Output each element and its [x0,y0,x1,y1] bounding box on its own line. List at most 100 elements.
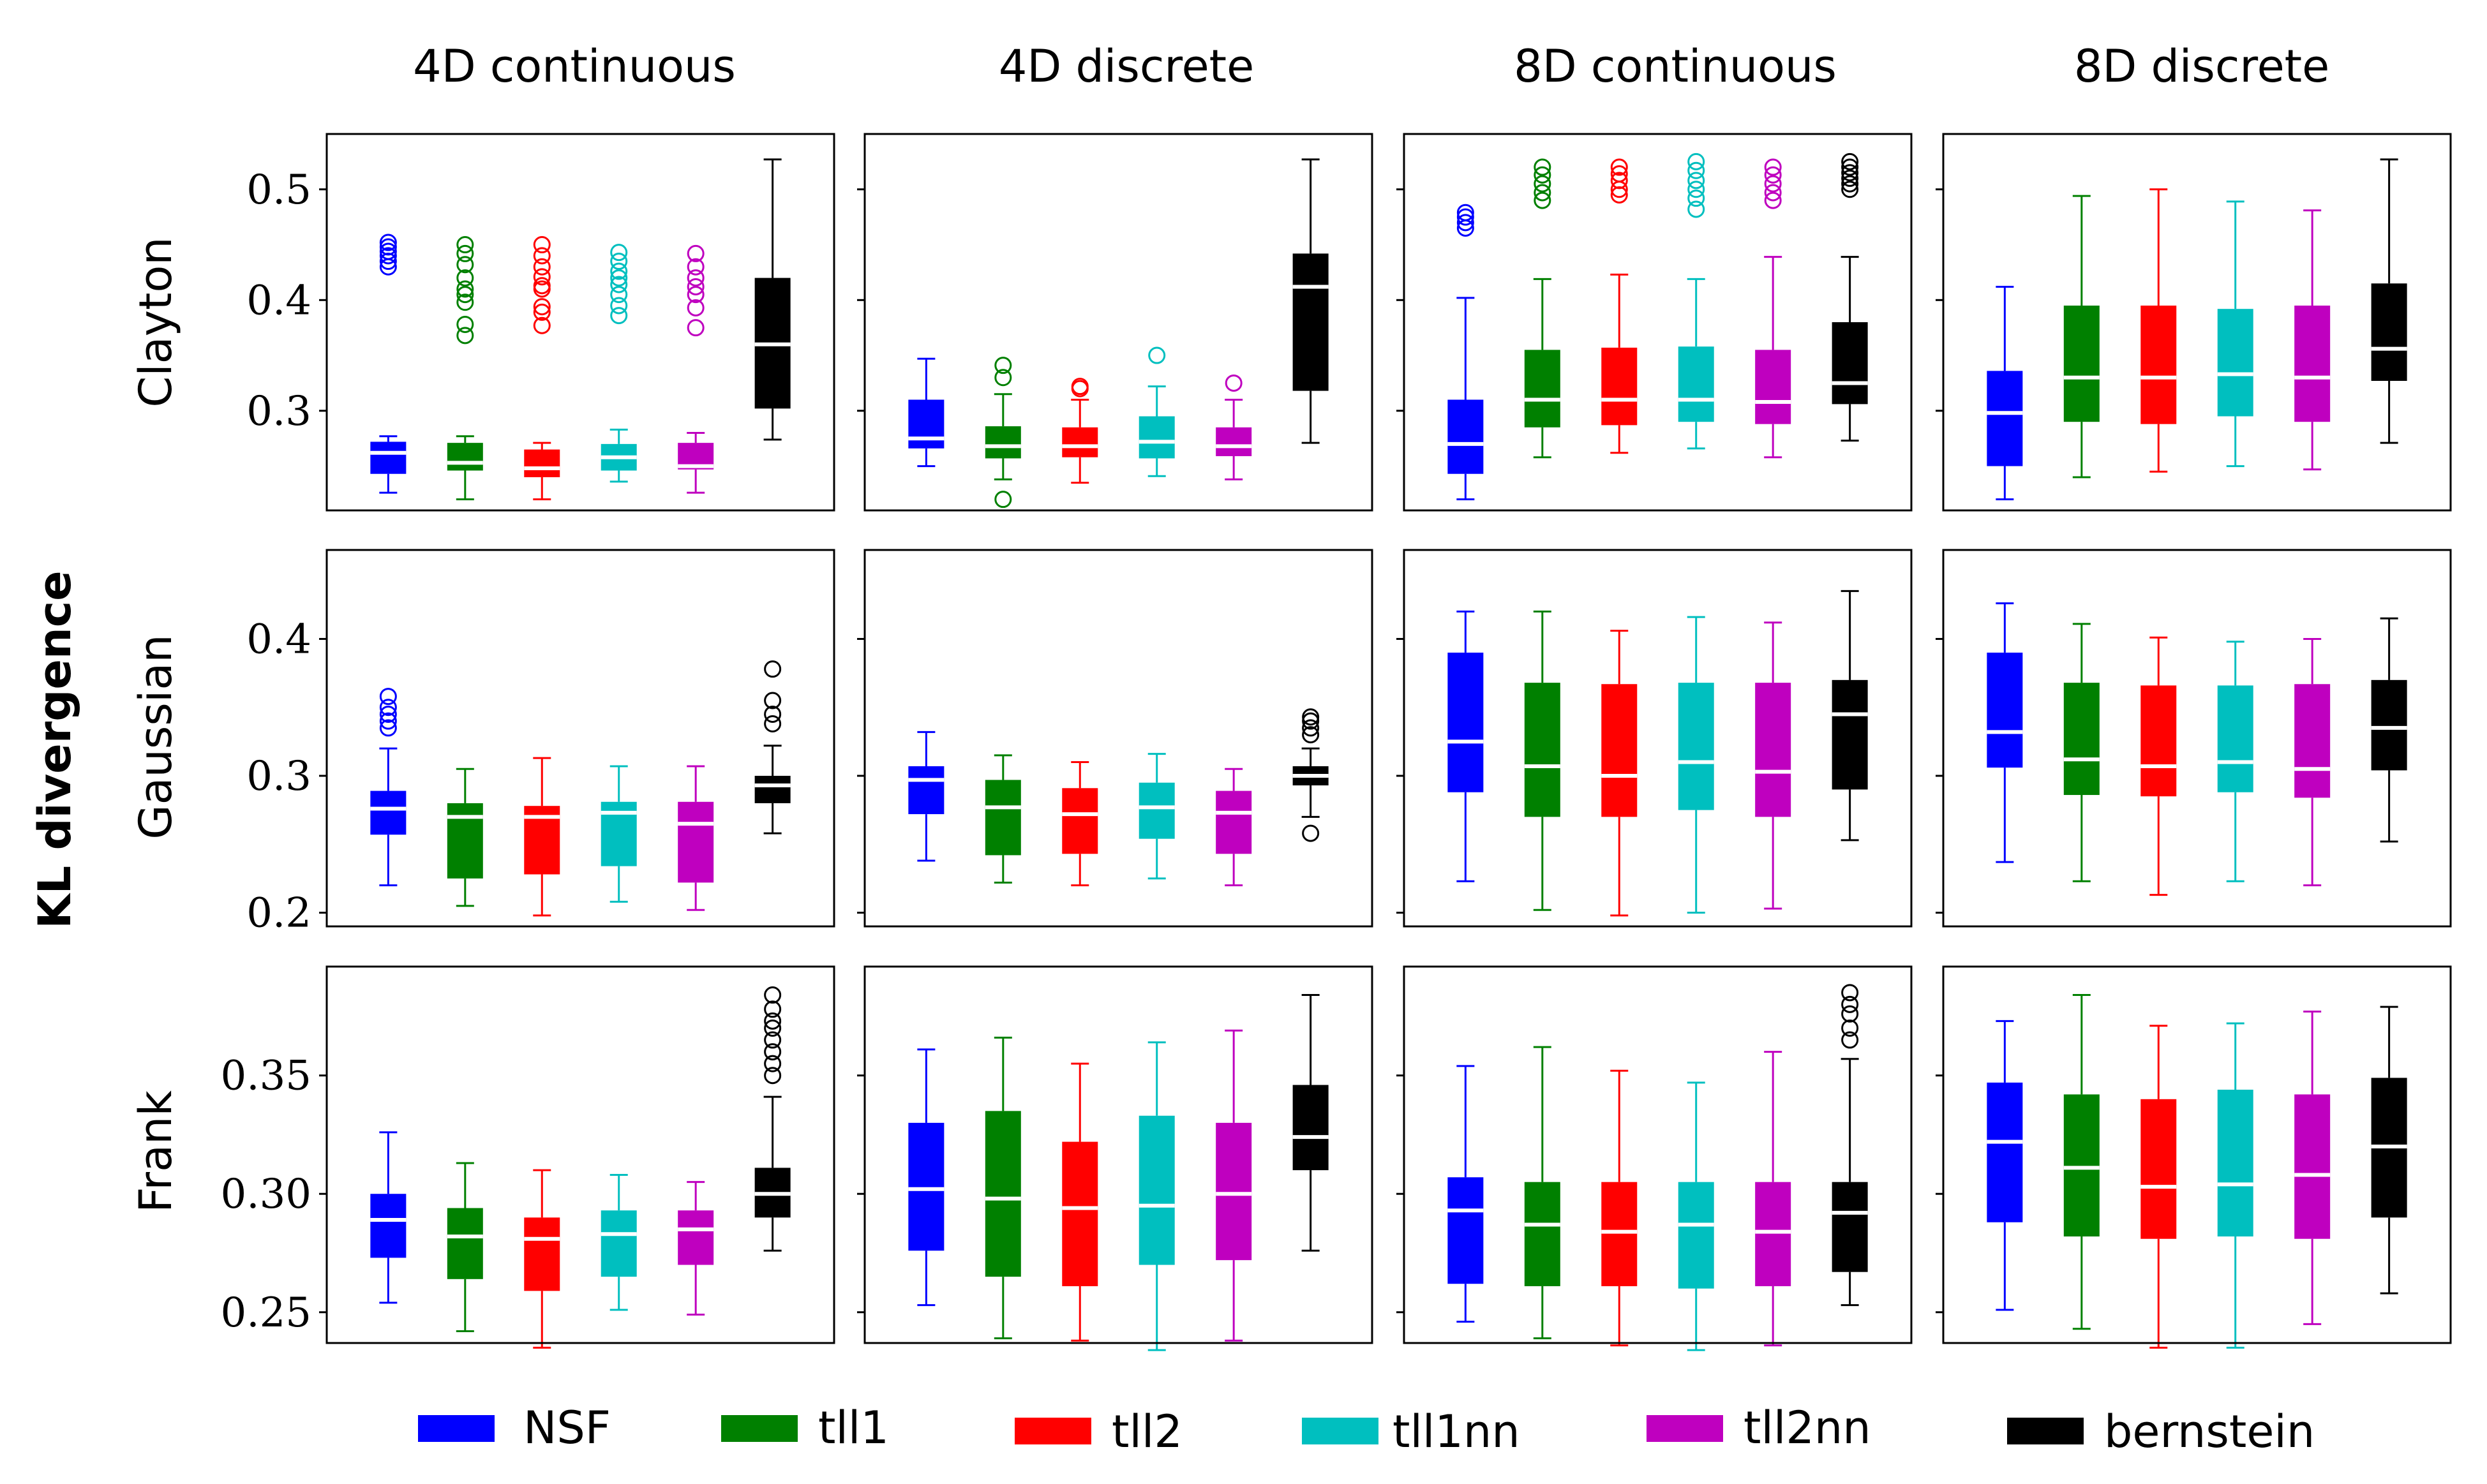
legend-item-bernstein: bernstein [2007,1406,2315,1458]
iqr-box [754,776,791,803]
box-nsf [370,688,407,887]
iqr-box [1987,371,2023,466]
column-title-8d-continuous: 8D continuous [1514,40,1837,93]
iqr-box [1755,683,1791,817]
outlier-point [1534,175,1551,193]
outlier-point [1456,214,1474,232]
iqr-box [1524,683,1560,817]
box-tll2nn [1216,1029,1252,1342]
panel-frame [1942,133,2452,512]
box-tll2nn [2294,637,2331,887]
iqr-box [678,1210,714,1265]
panels: 0.3 0.4 0.5 0.2 0.3 0.4 0.25 0.30 0.35 [221,133,2452,1351]
panel-gaussian-8d-discrete [1936,549,2452,928]
outlier-point [610,286,628,304]
box-tll1 [447,236,483,501]
iqr-box [370,790,407,835]
outlier-point [1841,1031,1859,1049]
iqr-box [1524,350,1560,427]
panel-clayton-4d-discrete [857,133,1373,512]
box-nsf [1987,285,2023,501]
iqr-box [1678,1182,1714,1289]
box-tll2 [524,757,560,917]
box-tll1 [2063,623,2100,882]
outlier-point [1687,189,1705,207]
iqr-box [2140,1099,2177,1239]
outlier-point [1764,158,1782,176]
outlier-point [1687,161,1705,179]
iqr-box [1139,416,1175,459]
iqr-box [1987,652,2023,768]
outlier-point [994,491,1012,508]
outlier-point [1225,374,1243,392]
iqr-box [447,443,483,471]
box-nsf [908,731,945,862]
iqr-box [2140,305,2177,424]
outlier-point [1841,181,1859,198]
box-tll2nn [2294,1011,2331,1325]
legend-label-tll1: tll1 [818,1402,889,1454]
outlier-point [610,307,628,325]
outlier-point [687,286,705,304]
outlier-point [994,357,1012,375]
legend-label-tll2nn: tll2nn [1744,1402,1871,1454]
legend-label-tll1nn: tll1nn [1393,1406,1520,1458]
outlier-point [379,242,397,260]
box-tll1 [447,1162,483,1332]
outlier-point [379,238,397,256]
box-nsf [370,234,407,494]
box-tll2 [524,1169,560,1349]
outlier-point [764,1000,782,1018]
outlier-point [1841,169,1859,187]
outlier-point [687,244,705,262]
box-nsf [1447,611,1484,882]
box-tll1nn [1678,152,1714,450]
box-tll2 [2140,188,2177,473]
box-tll2 [1601,630,1638,917]
iqr-box [2217,685,2253,792]
y-tick-label: 0.3 [246,388,311,435]
iqr-box [1987,1082,2023,1222]
outlier-point [610,262,628,280]
box-tll1 [985,357,1021,508]
outlier-point [1302,719,1320,737]
box-tll2nn [1755,1051,1791,1347]
box-bernstein [1832,152,1868,442]
y-tick-label: 0.4 [246,277,311,324]
box-tll1 [1524,158,1560,459]
iqr-box [1601,347,1638,426]
legend-item-tll1: tll1 [721,1402,889,1454]
y-tick-label: 0.5 [246,167,311,214]
outlier-point [533,298,551,316]
iqr-box [524,449,560,477]
outlier-point [1456,208,1474,226]
legend-item-tll1nn: tll1nn [1302,1406,1520,1458]
iqr-box [1678,683,1714,810]
box-tll1nn [601,765,637,903]
iqr-box [1139,1115,1175,1265]
panel-frame [863,965,1373,1344]
box-tll2nn [678,1181,714,1316]
panel-clayton-8d-discrete [1936,133,2452,512]
outlier-point [1687,172,1705,189]
legend-swatch-tll2 [1015,1418,1091,1444]
panel-frank-4d-discrete [857,965,1373,1351]
y-axis-label: KL divergence [29,570,81,928]
column-title-8d-discrete: 8D discrete [2074,40,2329,93]
iqr-box [2217,309,2253,417]
box-nsf [1987,1020,2023,1311]
box-tll1 [1524,611,1560,911]
iqr-box [2294,684,2331,798]
box-bernstein [754,986,791,1252]
outlier-point [1841,158,1859,176]
iqr-box [1062,427,1098,457]
box-tll1 [2063,195,2100,479]
outlier-point [1534,166,1551,184]
panel-frame [863,549,1373,928]
box-bernstein [2371,1005,2407,1295]
outlier-point [994,369,1012,387]
outlier-point [687,269,705,287]
iqr-box [1601,1182,1638,1286]
outlier-point [1302,824,1320,842]
